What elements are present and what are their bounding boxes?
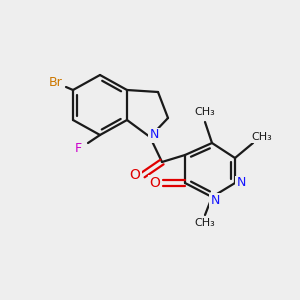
Text: CH₃: CH₃ [252, 132, 272, 142]
Text: F: F [74, 142, 82, 154]
Text: CH₃: CH₃ [195, 107, 215, 117]
Text: O: O [130, 168, 140, 182]
Text: CH₃: CH₃ [195, 218, 215, 228]
Text: Br: Br [49, 76, 63, 89]
Text: N: N [149, 128, 159, 142]
Text: N: N [210, 194, 220, 206]
Text: N: N [236, 176, 246, 190]
Text: O: O [150, 176, 160, 190]
